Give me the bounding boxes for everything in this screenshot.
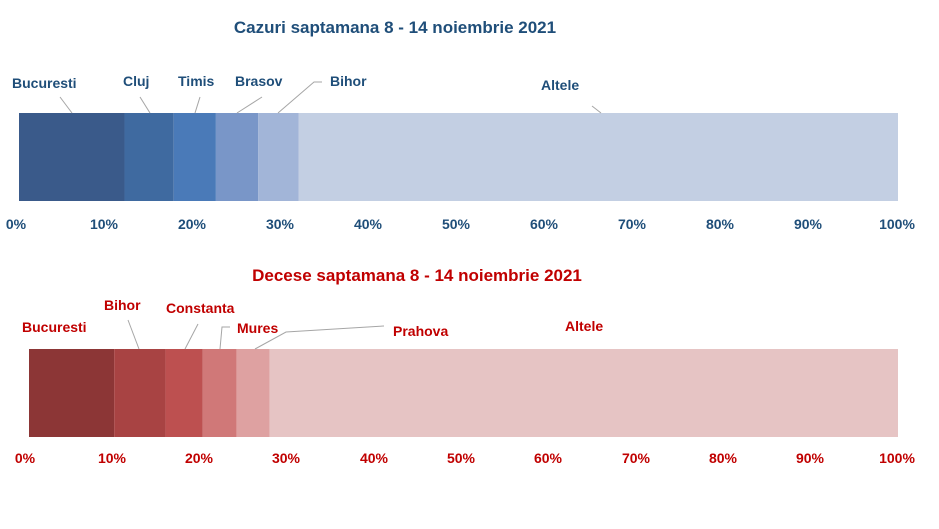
chart-title: Cazuri saptamana 8 - 14 noiembrie 2021 [234,18,556,37]
tick-label: 0% [6,216,27,232]
tick-label: 20% [178,216,207,232]
segment-label: Prahova [393,323,448,339]
leader-line [59,96,73,114]
leader-line [184,323,199,350]
chart-title: Decese saptamana 8 - 14 noiembrie 2021 [252,266,582,285]
segment-label: Altele [541,77,579,93]
bar-segment-timis [173,113,216,201]
leader-line [236,96,263,114]
bar-segment-mures [202,349,237,437]
chart-2: Decese saptamana 8 - 14 noiembrie 2021 Bu… [15,266,916,466]
bar-segment-bucuresti [19,113,125,201]
bar-segment-constanta [165,349,203,437]
leader-line [139,96,151,114]
leader-line [194,96,201,114]
tick-label: 20% [185,450,214,466]
tick-label: 10% [90,216,119,232]
segment-label: Bihor [330,73,367,89]
tick-label: 80% [706,216,735,232]
tick-label: 60% [530,216,559,232]
bar-segment-altele [269,349,898,437]
leader-line [277,81,322,114]
bar-segment-bucuresti [29,349,115,437]
bar-segment-bihor [258,113,299,201]
tick-label: 40% [360,450,389,466]
tick-label: 0% [15,450,36,466]
tick-label: 30% [266,216,295,232]
bar-segment-altele [298,113,899,201]
tick-label: 80% [709,450,738,466]
segment-label: Brasov [235,73,283,89]
tick-label: 70% [622,450,651,466]
tick-label: 100% [879,450,915,466]
segment-label: Timis [178,73,215,89]
tick-label: 50% [447,450,476,466]
tick-label: 70% [618,216,647,232]
leader-line [254,325,385,350]
bar-segment-cluj [124,113,174,201]
tick-label: 90% [796,450,825,466]
tick-label: 60% [534,450,563,466]
segment-label: Bucuresti [12,75,77,91]
tick-label: 100% [879,216,915,232]
tick-label: 40% [354,216,383,232]
segment-label: Cluj [123,73,149,89]
segment-label: Altele [565,318,603,334]
segment-label: Bihor [104,297,141,313]
tick-label: 90% [794,216,823,232]
tick-label: 50% [442,216,471,232]
bar-segment-prahova [236,349,270,437]
tick-label: 10% [98,450,127,466]
segment-label: Bucuresti [22,319,87,335]
tick-label: 30% [272,450,301,466]
chart-1: Cazuri saptamana 8 - 14 noiembrie 2021 Bu… [6,18,916,232]
leader-line [591,105,602,114]
bar-segment-brasov [215,113,259,201]
bar-segment-bihor [114,349,166,437]
leader-line [219,326,230,350]
leader-line [127,319,140,350]
segment-label: Mures [237,320,278,336]
segment-label: Constanta [166,300,235,316]
